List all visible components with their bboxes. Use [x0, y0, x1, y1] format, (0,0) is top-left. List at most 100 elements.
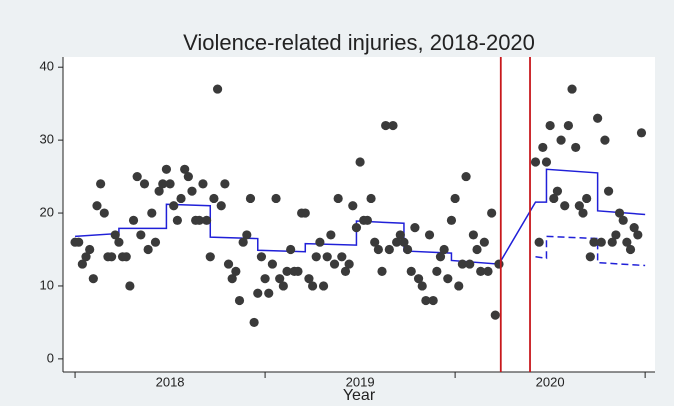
data-point: [172, 215, 182, 225]
data-point: [143, 244, 153, 255]
data-point: [318, 281, 329, 291]
data-point: [85, 244, 95, 255]
fit-line: [75, 168, 646, 265]
data-point: [150, 237, 161, 247]
x-axis-title: Year: [343, 387, 376, 404]
data-point: [340, 266, 351, 276]
data-point: [468, 230, 478, 240]
data-point: [443, 274, 453, 284]
data-point: [556, 135, 566, 145]
x-tick-label: 2018: [156, 374, 185, 389]
data-point: [494, 259, 504, 269]
data-point: [158, 179, 168, 189]
data-point: [132, 171, 142, 182]
data-point: [413, 274, 424, 284]
data-point: [180, 164, 190, 174]
data-point: [234, 295, 245, 306]
data-point: [165, 179, 175, 189]
data-point: [242, 230, 252, 240]
data-point: [432, 266, 442, 276]
data-point: [351, 223, 362, 233]
data-point: [538, 142, 548, 153]
data-point: [326, 230, 336, 240]
data-point: [96, 179, 106, 189]
data-point: [461, 171, 471, 182]
data-point: [88, 274, 98, 284]
data-point: [435, 252, 446, 262]
data-point: [373, 244, 383, 255]
data-point: [253, 288, 263, 298]
y-tick-label: 0: [47, 350, 54, 365]
data-point: [560, 201, 570, 211]
data-point: [388, 120, 398, 131]
x-tick-label: 2020: [536, 374, 565, 389]
data-point: [406, 266, 416, 276]
y-tick-label: 20: [40, 204, 54, 219]
data-point: [209, 193, 219, 204]
data-point: [187, 186, 197, 196]
data-point: [633, 230, 643, 240]
data-point: [114, 237, 124, 247]
data-point: [74, 237, 84, 247]
data-point: [574, 201, 584, 211]
data-point: [446, 215, 457, 225]
data-point: [260, 274, 270, 284]
data-point: [439, 244, 449, 255]
data-point: [403, 244, 413, 255]
data-point: [381, 120, 391, 131]
data-point: [176, 193, 186, 204]
fit-line: [535, 235, 646, 267]
data-point: [614, 208, 625, 218]
data-point: [307, 281, 318, 291]
data-point: [282, 266, 292, 276]
y-tick-label: 10: [40, 277, 54, 292]
data-point: [545, 120, 555, 131]
y-tick-label: 40: [40, 59, 54, 74]
data-point: [249, 317, 259, 328]
data-point: [205, 252, 215, 262]
data-point: [428, 295, 438, 306]
data-point: [198, 179, 208, 189]
data-point: [421, 295, 431, 306]
data-point: [571, 142, 581, 153]
data-point: [563, 120, 573, 131]
data-point: [384, 244, 394, 255]
data-point: [585, 252, 595, 262]
data-point: [337, 252, 347, 262]
data-point: [355, 157, 365, 167]
data-point: [362, 215, 373, 225]
plot-area: [63, 57, 655, 372]
data-point: [202, 215, 212, 225]
data-point: [212, 84, 223, 94]
data-point: [611, 230, 621, 240]
data-point: [293, 266, 303, 276]
data-point: [154, 186, 164, 196]
data-point: [582, 193, 592, 204]
data-point: [92, 201, 102, 211]
data-point: [417, 281, 427, 291]
data-point: [194, 215, 204, 225]
data-point: [465, 259, 475, 269]
data-point: [424, 230, 435, 240]
data-point: [322, 252, 332, 262]
data-point: [286, 244, 296, 255]
data-point: [227, 274, 237, 284]
data-point: [267, 259, 277, 269]
data-point: [264, 288, 274, 298]
data-point: [483, 266, 493, 276]
data-point: [128, 215, 139, 225]
data-point: [600, 135, 610, 145]
data-point: [304, 274, 314, 284]
data-point: [300, 208, 310, 218]
data-point: [596, 237, 606, 247]
data-point: [549, 193, 559, 204]
data-point: [530, 157, 541, 167]
data-point: [454, 281, 464, 291]
data-point: [256, 252, 267, 262]
data-point: [271, 193, 281, 204]
data-point: [479, 237, 489, 247]
y-tick-label: 30: [40, 132, 54, 147]
data-point: [392, 237, 402, 247]
data-point: [618, 215, 628, 225]
data-point: [567, 84, 577, 94]
